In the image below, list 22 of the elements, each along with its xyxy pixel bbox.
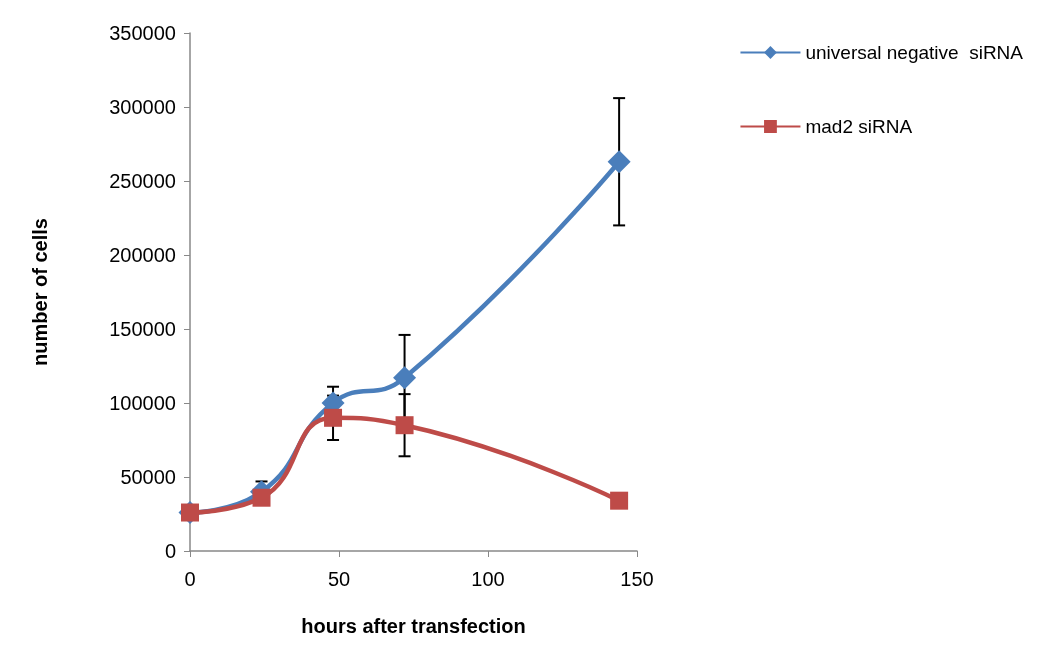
y-tick-label: 250000 bbox=[109, 170, 176, 192]
legend-label: universal negative siRNA bbox=[805, 42, 1024, 63]
y-tick-label: 0 bbox=[164, 540, 176, 562]
legend-label: mad2 siRNA bbox=[805, 116, 913, 137]
point bbox=[324, 408, 343, 427]
y-tick-label: 100000 bbox=[109, 392, 176, 414]
y-tick-label: 150000 bbox=[109, 318, 176, 340]
y-tick-label: 200000 bbox=[109, 244, 176, 266]
y-axis-title: number of cells bbox=[29, 218, 51, 366]
x-tick-label: 50 bbox=[327, 568, 351, 590]
x-tick-label: 0 bbox=[184, 568, 196, 590]
y-tick-label: 350000 bbox=[109, 22, 176, 44]
x-tick-label: 150 bbox=[620, 568, 654, 590]
x-tick-label: 100 bbox=[471, 568, 505, 590]
x-axis-title: hours after transfection bbox=[301, 615, 526, 637]
point bbox=[393, 366, 417, 390]
point bbox=[607, 150, 631, 174]
point bbox=[395, 416, 414, 435]
point bbox=[252, 488, 271, 507]
y-tick-label: 50000 bbox=[120, 466, 176, 488]
point bbox=[610, 491, 629, 510]
y-tick-label: 300000 bbox=[109, 96, 176, 118]
